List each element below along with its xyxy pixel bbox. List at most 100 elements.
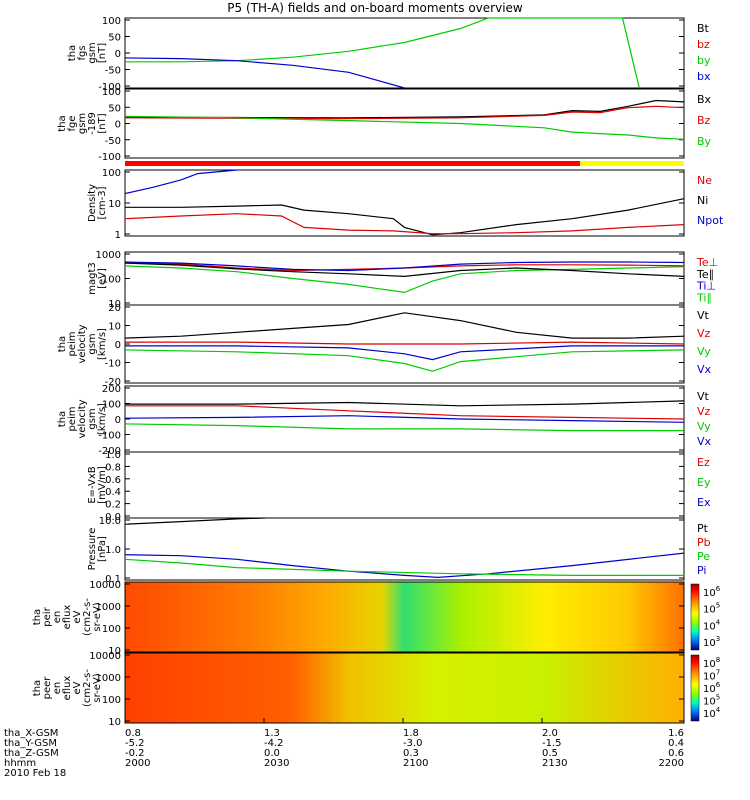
panel-frame bbox=[124, 251, 685, 306]
legend-entry: Npot bbox=[697, 214, 724, 227]
series-line-Bx bbox=[124, 99, 685, 119]
footer-value: -5.2 bbox=[125, 738, 145, 749]
y-axis-label: fgs bbox=[77, 45, 88, 60]
y-axis-label: peer bbox=[42, 676, 53, 700]
footer-value: 2000 bbox=[125, 758, 150, 769]
series-line-Vy bbox=[124, 423, 684, 432]
y-axis-label: [cm-3] bbox=[97, 186, 108, 219]
panel-frame bbox=[124, 88, 685, 159]
y-tick-label: 100 bbox=[102, 168, 121, 179]
y-axis-label: tha bbox=[57, 115, 68, 131]
footer-value: 0.4 bbox=[668, 738, 684, 749]
footer-value: -0.2 bbox=[125, 748, 145, 759]
y-axis-label: [eV] bbox=[97, 268, 108, 289]
y-axis-label: (cm2-s- bbox=[82, 598, 93, 636]
footer-value: 0.8 bbox=[125, 728, 141, 739]
colorbar bbox=[690, 583, 700, 651]
y-axis-label: gsm bbox=[87, 408, 98, 429]
footer-value: 0.6 bbox=[668, 748, 684, 759]
legend-entry: Pb bbox=[697, 536, 711, 549]
legend-entry: Vx bbox=[697, 363, 712, 376]
series-line-Pt bbox=[124, 517, 265, 525]
footer-value: 0.5 bbox=[542, 748, 558, 759]
y-axis-label: -189 bbox=[87, 112, 98, 135]
y-tick-label: -100 bbox=[98, 431, 121, 442]
footer-value: 0.0 bbox=[264, 748, 280, 759]
y-tick-label: 0.6 bbox=[105, 475, 121, 486]
y-axis-label: peim bbox=[67, 406, 78, 431]
y-tick-label: -10 bbox=[105, 359, 121, 370]
y-tick-label: 10 bbox=[108, 199, 121, 210]
y-axis-label: peim bbox=[67, 331, 78, 356]
y-tick-label: 1.0 bbox=[105, 450, 121, 461]
panel-5: 20 10 0 -10 -20 Vt Vz Vy Vx tha peim velocity gsm [km… bbox=[57, 303, 712, 388]
y-tick-label: 10 bbox=[108, 299, 121, 310]
y-tick-label: 0.4 bbox=[105, 487, 121, 498]
y-tick-label: 1 bbox=[115, 230, 121, 241]
y-tick-label: 0.8 bbox=[105, 462, 121, 473]
footer-row-label: tha_X-GSM bbox=[4, 728, 58, 739]
series-line-Bz bbox=[124, 105, 685, 120]
y-axis-label: [mV/m] bbox=[97, 466, 108, 504]
y-axis-label: tha bbox=[67, 45, 78, 61]
panel-7: 1.00.8 0.60.4 0.20.0 Ez Ey Ex E=-VxB [mV/m] bbox=[87, 450, 711, 523]
footer-value: -4.2 bbox=[264, 738, 284, 749]
y-tick-label: 0.1 bbox=[105, 574, 121, 585]
legend-entry: Te∥ bbox=[696, 268, 714, 281]
y-axis-label: Density bbox=[87, 184, 98, 222]
y-axis-label: sr-eV) bbox=[92, 673, 103, 702]
y-axis-label: gsm bbox=[87, 333, 98, 354]
panel-2: 100 50 0 -50 -100 Bx Bz By tha fge gsm -189 [nT] bbox=[57, 87, 712, 163]
legend-entry: Ez bbox=[697, 456, 710, 469]
y-axis-label: eflux bbox=[62, 605, 73, 630]
series-line-bx bbox=[124, 57, 405, 89]
y-tick-label: 200 bbox=[102, 384, 121, 395]
footer-value: -1.5 bbox=[542, 738, 562, 749]
y-axis-label: eV bbox=[72, 610, 83, 623]
y-tick-label: 50 bbox=[108, 103, 121, 114]
mode-bar-yellow bbox=[580, 161, 684, 166]
legend-entry: Ti∥ bbox=[696, 291, 712, 304]
panel-frame bbox=[124, 517, 685, 581]
y-axis-label: sr-eV) bbox=[92, 602, 103, 631]
footer-row-label: 2010 Feb 18 bbox=[4, 768, 66, 779]
legend-entry: Ey bbox=[697, 476, 711, 489]
y-axis-label: velocity bbox=[77, 399, 88, 438]
y-axis-label: fge bbox=[67, 115, 78, 131]
series-line-Pi bbox=[124, 552, 685, 579]
colorbar bbox=[690, 654, 700, 722]
panel-1: 100 50 0 -50 -100 Bt bz by bx tha fgs gsm [nT] bbox=[67, 16, 711, 93]
y-axis-label: Pressure bbox=[87, 528, 98, 571]
legend-entry: Pi bbox=[697, 564, 706, 577]
y-axis-label: tha bbox=[57, 411, 68, 427]
colorbar-tick: 105 bbox=[703, 602, 720, 616]
series-line-Vt bbox=[125, 400, 685, 407]
footer-value: 1.6 bbox=[668, 728, 684, 739]
legend-entry: Vy bbox=[697, 420, 711, 433]
footer-value: 1.8 bbox=[403, 728, 419, 739]
y-axis-label: magt3 bbox=[87, 262, 98, 295]
y-tick-label: -50 bbox=[105, 136, 121, 147]
y-axis-label: velocity bbox=[77, 324, 88, 363]
footer-row-label: tha_Y-GSM bbox=[4, 738, 57, 749]
y-tick-label: -50 bbox=[105, 66, 121, 77]
series-line-Vx bbox=[124, 415, 685, 423]
panel-6: 200 100 0 -100 -200 Vt Vz Vy Vx tha peim velocity gs… bbox=[57, 384, 712, 457]
y-tick-label: 0.0 bbox=[105, 512, 121, 523]
legend-entry: Vx bbox=[697, 435, 712, 448]
y-tick-label: 0.2 bbox=[105, 500, 121, 511]
y-axis-label: gsm bbox=[77, 113, 88, 134]
y-tick-label: -100 bbox=[98, 152, 121, 163]
y-tick-label: 1.0 bbox=[105, 545, 121, 556]
y-tick-label: 100 bbox=[102, 695, 121, 706]
legend-entry: Vt bbox=[697, 309, 710, 322]
series-line-Vz bbox=[125, 405, 685, 420]
y-axis-label: en bbox=[52, 682, 63, 695]
mode-bar-red bbox=[125, 161, 580, 166]
footer-value: 2100 bbox=[403, 758, 428, 769]
panel-frame bbox=[124, 385, 685, 453]
colorbar-tick: 106 bbox=[703, 585, 721, 599]
